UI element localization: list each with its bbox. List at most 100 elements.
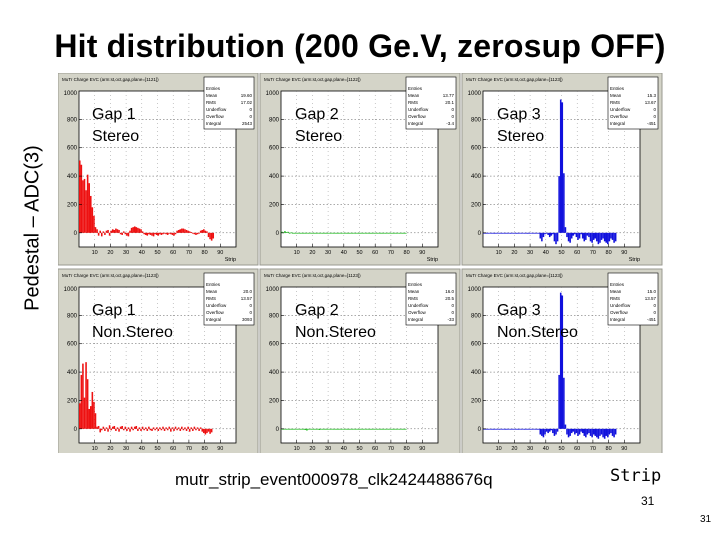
stats-value: 0: [653, 107, 656, 112]
histogram-bin: [291, 232, 294, 234]
stats-key: Entries: [610, 282, 625, 287]
histogram-bin: [288, 232, 291, 234]
histogram-bin: [207, 232, 210, 238]
histogram-bin: [544, 428, 546, 435]
histogram-bin: [302, 232, 305, 234]
histogram-bin: [195, 428, 197, 431]
histogram-bin: [306, 428, 308, 431]
histogram-bin: [348, 232, 351, 234]
histogram-panel: MuTr Charge EVC (arm:st,oct,gap,plane=[1…: [259, 268, 461, 453]
histogram-bin: [296, 232, 299, 234]
histogram-bin: [597, 232, 600, 245]
histogram-bin: [304, 232, 307, 234]
y-tick-label: 800: [269, 117, 280, 123]
histogram-bin: [384, 428, 387, 430]
histogram-bin: [313, 428, 316, 430]
histogram-bin: [542, 428, 545, 438]
histogram-bin: [82, 180, 84, 233]
histogram-bin: [135, 425, 138, 429]
stats-key: Mean: [408, 93, 420, 98]
histogram-bin: [362, 232, 365, 234]
histogram-bin: [517, 232, 520, 234]
histogram-bin: [190, 232, 193, 233]
histogram-bin: [318, 428, 321, 430]
histogram-bin: [82, 363, 84, 429]
histogram-bin: [351, 232, 354, 234]
histogram-bin: [326, 232, 329, 234]
histogram-bin: [483, 428, 485, 430]
histogram-bin: [198, 232, 200, 234]
histogram-bin: [544, 232, 546, 235]
histogram-bin: [284, 231, 286, 233]
x-tick-label: 90: [419, 446, 425, 452]
histogram-bin: [342, 232, 344, 234]
stats-key: Entries: [610, 86, 625, 91]
histogram-bin: [320, 428, 322, 430]
histogram-bin: [367, 232, 369, 234]
histogram-bin: [287, 428, 289, 430]
histogram-bin: [79, 403, 81, 429]
x-tick-label: 20: [309, 446, 315, 452]
x-tick-label: 30: [325, 446, 331, 452]
histogram-bin: [394, 428, 396, 430]
histogram-bin: [302, 428, 305, 430]
x-tick-label: 30: [123, 250, 129, 256]
histogram-bin: [378, 428, 380, 430]
histogram-bin: [141, 426, 144, 429]
stats-value: 15.0: [647, 289, 656, 294]
histogram-bin: [558, 176, 560, 233]
histogram-bin: [168, 232, 171, 234]
histogram-bin: [93, 401, 95, 429]
histogram-bin: [596, 232, 598, 242]
histogram-bin: [365, 428, 368, 430]
histogram-bin: [187, 230, 189, 233]
histogram-bin: [317, 232, 319, 234]
histogram-bin: [564, 424, 567, 429]
histogram-bin: [539, 428, 542, 435]
histogram-bin: [398, 428, 401, 430]
panel-label-gap3-stereo: Gap 3 Stereo: [497, 106, 545, 145]
histogram-bin: [506, 428, 509, 430]
x-tick-label: 60: [574, 250, 580, 256]
histogram-bin: [299, 428, 302, 430]
y-tick-label: 600: [471, 146, 482, 152]
histogram-bin: [163, 428, 166, 431]
histogram-bin: [537, 232, 540, 234]
histogram-bin: [591, 428, 593, 438]
x-tick-label: 40: [139, 250, 145, 256]
histogram-bin: [332, 232, 335, 234]
histogram-bin: [614, 428, 617, 435]
y-tick-label: 600: [471, 342, 482, 348]
histogram-bin: [94, 227, 97, 233]
histogram-bin: [85, 362, 87, 429]
histogram-bin: [293, 232, 296, 234]
histogram-bin: [370, 428, 373, 430]
histogram-bin: [384, 232, 387, 234]
stats-value: 16.0: [445, 289, 454, 294]
histogram-bin: [111, 229, 114, 233]
histogram-bin: [392, 428, 395, 430]
histogram-bin: [124, 232, 127, 235]
histogram-bin: [173, 232, 175, 236]
stats-key: Overflow: [408, 310, 427, 315]
histogram-bin: [298, 232, 300, 234]
stats-value: -451: [647, 317, 657, 322]
histogram-bin: [401, 232, 404, 234]
histogram-bin: [348, 428, 351, 430]
histogram-bin: [525, 428, 527, 430]
histogram-bin: [500, 232, 502, 234]
histogram-bin: [193, 426, 196, 429]
histogram-bin: [607, 232, 609, 245]
histogram-bin: [503, 232, 505, 234]
histogram-bin: [107, 229, 109, 233]
histogram-bin: [614, 232, 617, 242]
histogram-bin: [298, 428, 300, 430]
histogram-bin: [395, 428, 398, 430]
stats-key: Overflow: [206, 310, 225, 315]
histogram-bin: [375, 232, 377, 234]
histogram-bin: [556, 232, 559, 242]
y-tick-label: 800: [67, 313, 78, 319]
histogram-bin: [199, 230, 202, 233]
histogram-bin: [400, 232, 402, 234]
y-top-tick-label: 1000: [64, 91, 78, 97]
